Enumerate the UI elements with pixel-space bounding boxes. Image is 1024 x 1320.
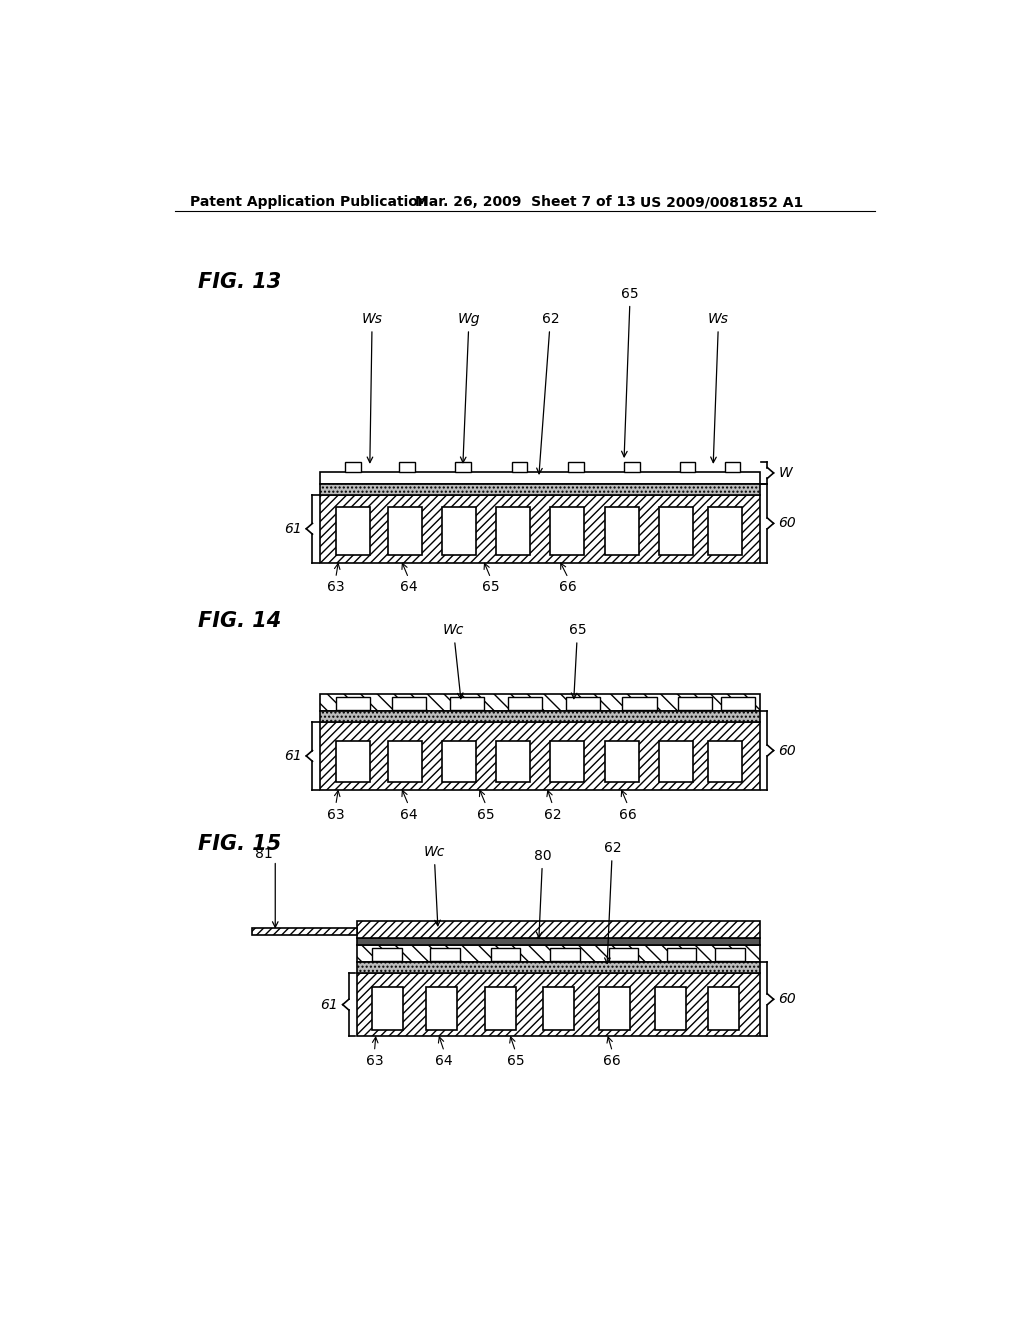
Bar <box>430 948 460 961</box>
Bar <box>543 987 573 1030</box>
Bar <box>496 507 530 554</box>
Text: 60: 60 <box>778 993 796 1006</box>
Text: 66: 66 <box>559 581 578 594</box>
Bar <box>604 741 639 781</box>
Bar <box>716 948 744 961</box>
Text: FIG. 14: FIG. 14 <box>198 611 281 631</box>
Bar <box>604 507 639 554</box>
Text: Wg: Wg <box>458 313 480 462</box>
Bar <box>321 484 760 495</box>
Bar <box>655 987 686 1030</box>
Bar <box>321 471 760 484</box>
Text: 66: 66 <box>618 808 637 821</box>
Bar <box>550 741 585 781</box>
Bar <box>623 697 656 710</box>
Text: 63: 63 <box>327 581 344 594</box>
Bar <box>321 495 760 562</box>
Bar <box>356 973 760 1036</box>
Text: 64: 64 <box>399 808 418 821</box>
Bar <box>321 722 760 789</box>
Bar <box>372 987 403 1030</box>
Bar <box>399 462 415 471</box>
Bar <box>321 711 760 722</box>
Text: FIG. 13: FIG. 13 <box>198 272 281 292</box>
Bar <box>566 697 600 710</box>
Bar <box>658 741 693 781</box>
Bar <box>336 697 370 710</box>
Bar <box>455 462 471 471</box>
Bar <box>321 694 760 711</box>
Text: 81: 81 <box>255 846 272 861</box>
Bar <box>450 697 483 710</box>
Bar <box>356 921 760 939</box>
Bar <box>356 945 760 962</box>
Text: 65: 65 <box>568 623 587 698</box>
Bar <box>442 507 476 554</box>
Text: 62: 62 <box>537 313 559 474</box>
Text: Ws: Ws <box>708 313 729 462</box>
Text: 60: 60 <box>778 516 796 531</box>
Text: 61: 61 <box>284 521 302 536</box>
Bar <box>356 939 760 945</box>
Bar <box>372 948 401 961</box>
Bar <box>658 507 693 554</box>
Bar <box>608 948 638 961</box>
Bar <box>484 987 515 1030</box>
Bar <box>508 697 542 710</box>
Bar <box>708 987 738 1030</box>
Bar <box>721 697 755 710</box>
Text: 64: 64 <box>435 1053 453 1068</box>
Bar <box>391 697 426 710</box>
Bar <box>678 697 713 710</box>
Bar <box>512 462 527 471</box>
Bar <box>252 928 356 936</box>
Text: 65: 65 <box>477 808 495 821</box>
Text: 80: 80 <box>534 849 552 937</box>
Bar <box>388 507 422 554</box>
Bar <box>496 741 530 781</box>
Bar <box>624 462 640 471</box>
Text: 63: 63 <box>327 808 344 821</box>
Text: Mar. 26, 2009  Sheet 7 of 13: Mar. 26, 2009 Sheet 7 of 13 <box>415 195 636 210</box>
Bar <box>725 462 740 471</box>
Bar <box>550 507 585 554</box>
Text: 62: 62 <box>544 808 561 821</box>
Bar <box>667 948 696 961</box>
Text: 65: 65 <box>482 581 500 594</box>
Bar <box>708 741 741 781</box>
Bar <box>708 507 741 554</box>
Text: Ws: Ws <box>361 313 383 462</box>
Text: 64: 64 <box>399 581 418 594</box>
Bar <box>336 507 370 554</box>
Text: 61: 61 <box>284 748 302 763</box>
Text: 60: 60 <box>778 743 796 758</box>
Text: W: W <box>778 466 792 480</box>
Bar <box>336 741 370 781</box>
Text: Wc: Wc <box>442 623 464 698</box>
Text: 62: 62 <box>603 841 622 964</box>
Text: Patent Application Publication: Patent Application Publication <box>190 195 428 210</box>
Text: 65: 65 <box>622 286 639 457</box>
Bar <box>599 987 630 1030</box>
Bar <box>388 741 422 781</box>
Text: FIG. 15: FIG. 15 <box>198 834 281 854</box>
Text: 66: 66 <box>603 1053 622 1068</box>
Bar <box>442 741 476 781</box>
Text: 61: 61 <box>321 998 338 1011</box>
Bar <box>680 462 695 471</box>
Bar <box>345 462 360 471</box>
Bar <box>426 987 458 1030</box>
Text: 63: 63 <box>366 1053 383 1068</box>
Bar <box>356 962 760 973</box>
Bar <box>568 462 584 471</box>
Text: US 2009/0081852 A1: US 2009/0081852 A1 <box>640 195 803 210</box>
Bar <box>490 948 520 961</box>
Text: Wc: Wc <box>424 845 444 925</box>
Bar <box>550 948 580 961</box>
Text: 65: 65 <box>507 1053 524 1068</box>
